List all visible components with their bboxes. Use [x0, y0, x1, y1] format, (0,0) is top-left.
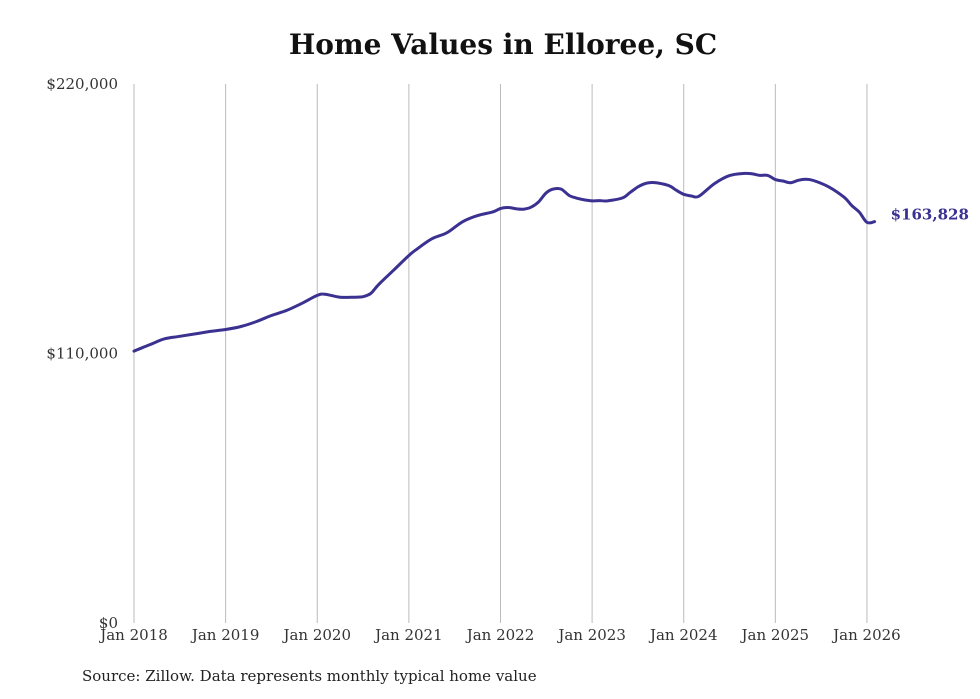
x-tick-label: Jan 2026 [831, 626, 901, 644]
y-tick-label: $220,000 [46, 75, 118, 93]
x-tick-label: Jan 2025 [740, 626, 810, 644]
gridlines [133, 84, 868, 623]
x-tick-label: Jan 2022 [465, 626, 535, 644]
x-tick-label: Jan 2020 [281, 626, 351, 644]
x-tick-label: Jan 2019 [190, 626, 260, 644]
y-tick-label: $0 [99, 614, 118, 632]
source-note: Source: Zillow. Data represents monthly … [82, 667, 537, 685]
chart-title: Home Values in Elloree, SC [288, 28, 718, 61]
y-axis-ticks: $0 $110,000 $220,000 [46, 75, 118, 632]
x-axis-ticks: Jan 2018 Jan 2019 Jan 2020 Jan 2021 Jan 2022… [98, 626, 901, 644]
series-line-layer [132, 171, 877, 353]
end-value-label: $163,828 [891, 206, 969, 224]
series-line-0 [132, 171, 877, 353]
y-tick-label: $110,000 [46, 345, 118, 363]
x-tick-label: Jan 2024 [648, 626, 718, 644]
end-label-layer: $163,828 [891, 206, 969, 224]
x-tick-label: Jan 2023 [556, 626, 626, 644]
x-tick-label: Jan 2018 [98, 626, 168, 644]
x-tick-label: Jan 2021 [373, 626, 443, 644]
